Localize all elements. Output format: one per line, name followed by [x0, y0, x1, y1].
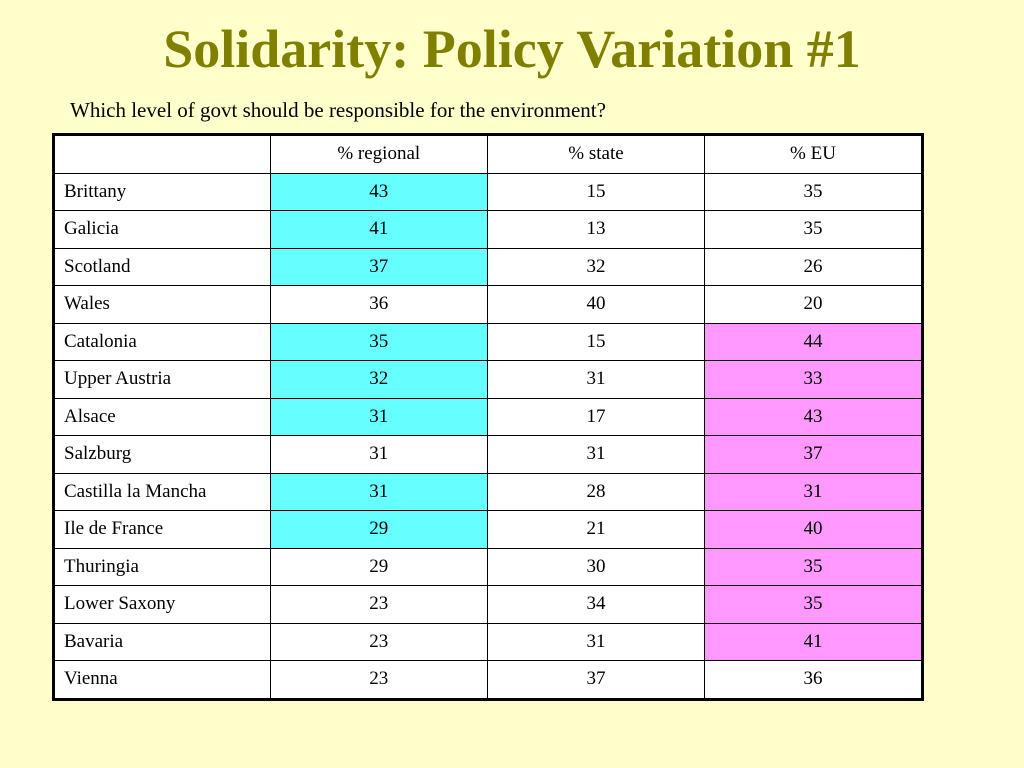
eu-cell: 31 — [704, 472, 923, 511]
regional-cell: 29 — [269, 510, 488, 549]
region-cell: Galicia — [53, 210, 271, 249]
state-cell: 40 — [486, 285, 706, 324]
region-cell: Castilla la Mancha — [53, 472, 271, 511]
state-cell: 21 — [486, 510, 706, 549]
table-row: Ile de France 29 21 40 — [53, 510, 923, 549]
eu-cell: 44 — [704, 322, 923, 361]
header-eu: % EU — [704, 134, 923, 174]
table-row: Castilla la Mancha 31 28 31 — [53, 472, 923, 511]
table-row: Galicia 41 13 35 — [53, 210, 923, 249]
state-cell: 30 — [486, 547, 706, 586]
eu-cell: 35 — [704, 547, 923, 586]
header-state: % state — [486, 134, 706, 174]
survey-table: % regional % state % EU Brittany 43 15 35 Ga… — [52, 133, 924, 701]
state-cell: 15 — [486, 322, 706, 361]
regional-cell: 43 — [269, 172, 488, 211]
region-cell: Lower Saxony — [53, 585, 271, 624]
eu-cell: 40 — [704, 510, 923, 549]
table-row: Alsace 31 17 43 — [53, 397, 923, 436]
state-cell: 31 — [486, 622, 706, 661]
table-row: Brittany 43 15 35 — [53, 172, 923, 211]
eu-cell: 35 — [704, 172, 923, 211]
eu-cell: 41 — [704, 622, 923, 661]
eu-cell: 43 — [704, 397, 923, 436]
table-row: Bavaria 23 31 41 — [53, 622, 923, 661]
table-row: Catalonia 35 15 44 — [53, 322, 923, 361]
eu-cell: 20 — [704, 285, 923, 324]
region-cell: Thuringia — [53, 547, 271, 586]
regional-cell: 36 — [269, 285, 488, 324]
table-row: Scotland 37 32 26 — [53, 247, 923, 286]
regional-cell: 32 — [269, 360, 488, 399]
table-row: Upper Austria 32 31 33 — [53, 360, 923, 399]
state-cell: 31 — [486, 435, 706, 474]
table-header-row: % regional % state % EU — [53, 134, 923, 174]
header-region — [53, 134, 271, 174]
state-cell: 15 — [486, 172, 706, 211]
table-body: Brittany 43 15 35 Galicia 41 13 35 Scotland 37 32 2… — [53, 172, 923, 700]
region-cell: Scotland — [53, 247, 271, 286]
regional-cell: 23 — [269, 622, 488, 661]
eu-cell: 37 — [704, 435, 923, 474]
region-cell: Ile de France — [53, 510, 271, 549]
state-cell: 34 — [486, 585, 706, 624]
regional-cell: 31 — [269, 435, 488, 474]
region-cell: Brittany — [53, 172, 271, 211]
table-row: Thuringia 29 30 35 — [53, 547, 923, 586]
regional-cell: 23 — [269, 660, 488, 700]
eu-cell: 26 — [704, 247, 923, 286]
state-cell: 17 — [486, 397, 706, 436]
header-regional: % regional — [269, 134, 488, 174]
state-cell: 13 — [486, 210, 706, 249]
regional-cell: 29 — [269, 547, 488, 586]
region-cell: Alsace — [53, 397, 271, 436]
state-cell: 32 — [486, 247, 706, 286]
eu-cell: 35 — [704, 585, 923, 624]
table-row: Vienna 23 37 36 — [53, 660, 923, 700]
regional-cell: 37 — [269, 247, 488, 286]
region-cell: Upper Austria — [53, 360, 271, 399]
region-cell: Salzburg — [53, 435, 271, 474]
regional-cell: 41 — [269, 210, 488, 249]
table-row: Lower Saxony 23 34 35 — [53, 585, 923, 624]
regional-cell: 35 — [269, 322, 488, 361]
regional-cell: 23 — [269, 585, 488, 624]
region-cell: Wales — [53, 285, 271, 324]
region-cell: Bavaria — [53, 622, 271, 661]
region-cell: Vienna — [53, 660, 271, 700]
region-cell: Catalonia — [53, 322, 271, 361]
regional-cell: 31 — [269, 397, 488, 436]
state-cell: 31 — [486, 360, 706, 399]
state-cell: 37 — [486, 660, 706, 700]
slide-title: Solidarity: Policy Variation #1 — [163, 19, 861, 79]
eu-cell: 36 — [704, 660, 923, 700]
eu-cell: 33 — [704, 360, 923, 399]
state-cell: 28 — [486, 472, 706, 511]
regional-cell: 31 — [269, 472, 488, 511]
table-row: Salzburg 31 31 37 — [53, 435, 923, 474]
eu-cell: 35 — [704, 210, 923, 249]
table-row: Wales 36 40 20 — [53, 285, 923, 324]
slide-subtitle: Which level of govt should be responsibl… — [70, 98, 606, 122]
